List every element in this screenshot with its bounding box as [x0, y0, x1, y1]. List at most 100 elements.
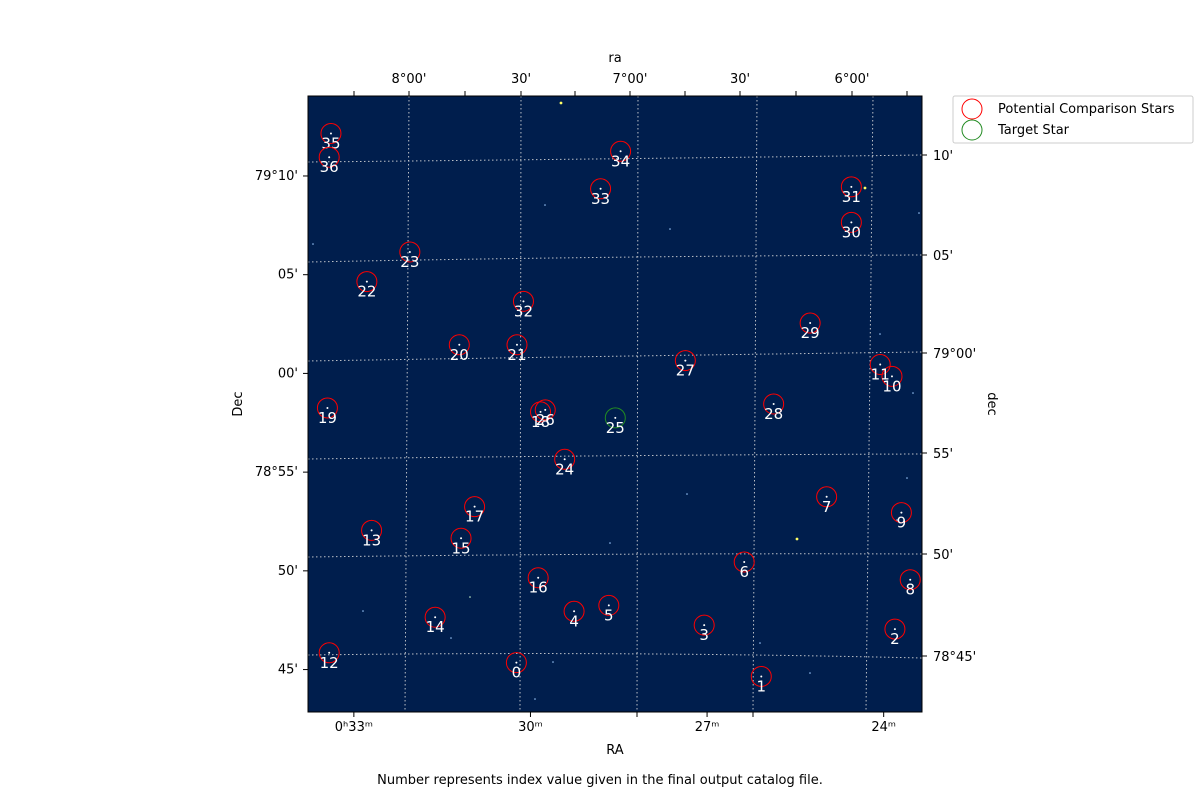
comparison-star-marker-27 — [674, 350, 696, 372]
star-dot-17 — [473, 505, 476, 508]
legend-target-label: Target Star — [997, 123, 1070, 138]
top-tick-label-4: 6°00' — [835, 72, 870, 87]
star-index-label-10: 10 — [882, 377, 901, 395]
background-star-18 — [609, 542, 611, 544]
star-dot-3 — [703, 624, 706, 627]
comparison-star-marker-14 — [424, 606, 446, 628]
comparison-star-marker-23 — [399, 241, 421, 263]
star-index-label-20: 20 — [450, 346, 469, 364]
right-tick-label-3: 55' — [933, 447, 953, 462]
background-star-16 — [544, 204, 546, 206]
background-star-8 — [450, 637, 452, 639]
star-index-label-35: 35 — [321, 135, 340, 153]
background-star-2 — [795, 537, 799, 541]
top-tick-label-2: 7°00' — [613, 72, 648, 87]
star-dot-36 — [328, 156, 331, 159]
background-star-11 — [686, 493, 688, 495]
star-index-label-7: 7 — [822, 498, 832, 516]
background-star-4 — [918, 212, 920, 214]
star-dot-27 — [684, 359, 687, 362]
comparison-star-marker-20 — [448, 334, 470, 356]
comparison-star-marker-24 — [554, 448, 576, 470]
bottom-tick-label-3: 24ᵐ — [871, 720, 896, 735]
star-dot-24 — [563, 458, 566, 461]
chart-caption: Number represents index value given in t… — [377, 773, 823, 788]
top-tick-label-1: 30' — [511, 72, 531, 87]
star-dot-29 — [809, 322, 812, 325]
star-dot-21 — [515, 343, 518, 346]
star-index-label-2: 2 — [890, 630, 900, 648]
comparison-star-marker-6 — [733, 551, 755, 573]
coordinate-grid — [307, 95, 923, 713]
star-index-label-34: 34 — [611, 152, 630, 170]
background-star-5 — [879, 333, 881, 335]
left-tick-label-2: 00' — [278, 366, 298, 381]
right-tick-label-0: 10' — [933, 149, 953, 164]
comparison-star-marker-32 — [512, 290, 534, 312]
star-index-label-3: 3 — [699, 626, 709, 644]
star-dot-13 — [370, 529, 373, 532]
star-dot-30 — [850, 221, 853, 224]
comparison-star-marker-36 — [318, 146, 340, 168]
star-index-label-17: 17 — [465, 508, 484, 526]
right-tick-label-5: 78°45' — [933, 650, 976, 665]
comparison-star-marker-11 — [869, 354, 891, 376]
star-index-label-18: 18 — [531, 413, 550, 431]
comparison-star-marker-2 — [884, 618, 906, 640]
comparison-star-marker-22 — [356, 271, 378, 293]
legend-comparison-marker — [961, 98, 983, 120]
comparison-star-marker-35 — [320, 123, 342, 145]
star-index-label-33: 33 — [591, 190, 610, 208]
x-axis-title: RA — [606, 743, 624, 758]
comparison-star-marker-8 — [899, 569, 921, 591]
star-dot-14 — [434, 616, 437, 619]
comparison-star-marker-26 — [534, 399, 556, 421]
grid-line-ra-1 — [519, 95, 522, 713]
background-star-1 — [863, 186, 867, 190]
star-index-label-31: 31 — [842, 188, 861, 206]
star-dot-8 — [909, 578, 912, 581]
legend-comparison-label: Potential Comparison Stars — [998, 102, 1175, 117]
top-tick-label-3: 30' — [730, 72, 750, 87]
star-dot-31 — [850, 185, 853, 188]
target-star-marker-25 — [604, 407, 626, 429]
comparison-star-marker-30 — [840, 211, 862, 233]
star-dot-9 — [900, 511, 903, 514]
star-dot-1 — [760, 675, 763, 678]
background-star-12 — [759, 642, 761, 644]
grid-line-dec-5 — [307, 653, 923, 659]
star-dot-0 — [515, 661, 518, 664]
background-stars — [312, 101, 920, 700]
left-tick-label-5: 45' — [278, 663, 298, 678]
star-dot-18 — [539, 410, 542, 413]
comparison-star-marker-7 — [816, 486, 838, 508]
star-dot-32 — [522, 300, 525, 303]
top-axis-title: ra — [608, 51, 621, 66]
comparison-star-marker-1 — [750, 665, 772, 687]
legend-target-marker — [961, 119, 983, 141]
grid-line-ra-4 — [865, 95, 874, 713]
plot-frame — [307, 95, 923, 713]
grid-line-dec-1 — [307, 254, 923, 263]
star-dot-33 — [599, 187, 602, 190]
star-index-label-21: 21 — [507, 346, 526, 364]
comparison-star-marker-31 — [840, 176, 862, 198]
star-index-label-26: 26 — [536, 411, 555, 429]
legend-box — [952, 95, 1194, 144]
comparison-star-marker-5 — [598, 594, 620, 616]
top-tick-label-0: 8°00' — [392, 72, 427, 87]
star-dot-28 — [772, 403, 775, 405]
background-star-15 — [362, 610, 364, 612]
star-index-label-11: 11 — [871, 366, 890, 384]
star-dot-12 — [328, 651, 331, 654]
right-tick-label-2: 79°00' — [933, 347, 976, 362]
comparison-star-marker-12 — [318, 642, 340, 664]
star-index-label-19: 19 — [318, 409, 337, 427]
comparison-star-marker-34 — [610, 140, 632, 162]
star-index-label-36: 36 — [320, 158, 339, 176]
grid-line-ra-0 — [404, 95, 410, 713]
comparison-star-marker-10 — [881, 365, 903, 387]
grid-line-dec-2 — [307, 351, 923, 362]
star-index-label-25: 25 — [606, 419, 625, 437]
star-dot-2 — [893, 628, 896, 631]
